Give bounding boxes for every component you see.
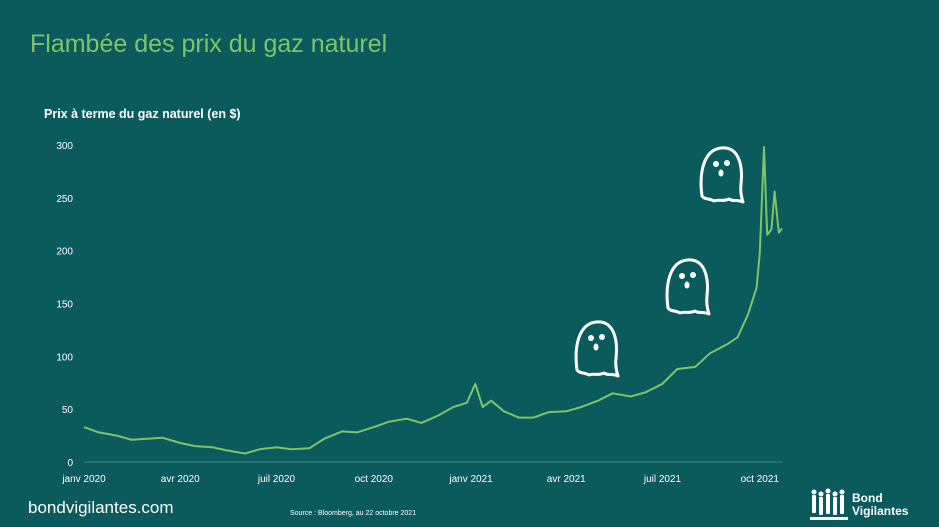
x-tick-label: oct 2021	[741, 474, 780, 485]
x-tick-label: avr 2020	[161, 474, 200, 485]
chart-title: Flambée des prix du gaz naturel	[30, 30, 388, 58]
ghost-icon	[665, 258, 711, 316]
ghost-icon	[699, 146, 745, 204]
y-ticks: 0 50 100 150 200 250 300	[56, 141, 73, 469]
y-tick-label: 200	[56, 247, 73, 258]
y-tick-label: 100	[56, 352, 73, 363]
source-note: Source : Bloomberg, au 22 octobre 2021	[290, 510, 417, 517]
x-tick-label: janv 2021	[448, 474, 493, 485]
brand-line-1: Bond	[852, 491, 883, 505]
x-tick-label: janv 2020	[61, 474, 106, 485]
bond-vigilantes-logo-icon	[810, 488, 848, 520]
x-tick-label: oct 2020	[355, 474, 394, 485]
y-tick-label: 250	[56, 194, 73, 205]
y-tick-label: 300	[56, 141, 73, 152]
x-tick-label: avr 2021	[547, 474, 586, 485]
y-tick-label: 50	[62, 405, 74, 416]
x-tick-label: juil 2021	[643, 474, 682, 485]
x-tick-label: juil 2020	[257, 474, 296, 485]
x-ticks: janv 2020 avr 2020 juil 2020 oct 2020 janv 2…	[61, 474, 779, 485]
y-axis-label: Prix à terme du gaz naturel (en $)	[44, 107, 241, 121]
series-line	[83, 146, 783, 455]
site-url: bondvigilantes.com	[28, 498, 174, 517]
brand-logo: Bond Vigilantes	[810, 488, 935, 522]
brand-line-2: Vigilantes	[852, 504, 909, 518]
y-tick-label: 0	[67, 458, 73, 469]
y-tick-label: 150	[56, 300, 73, 311]
ghost-icon	[574, 320, 620, 378]
